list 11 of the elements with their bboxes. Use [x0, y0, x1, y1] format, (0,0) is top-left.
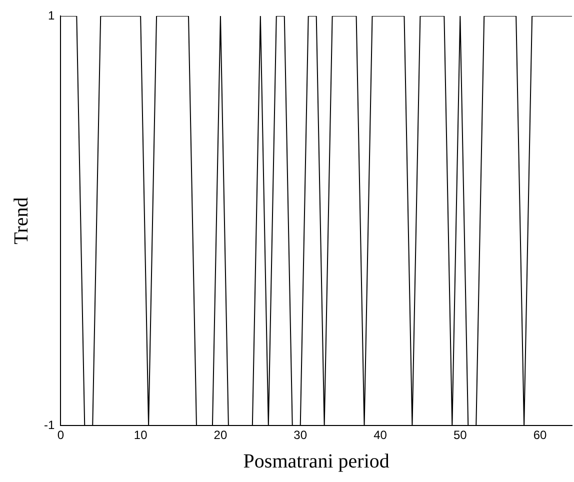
x-tick-label: 10 — [134, 428, 148, 442]
x-tick-label: 0 — [57, 428, 64, 442]
x-tick-label: 50 — [453, 428, 468, 442]
x-axis-title: Posmatrani period — [243, 450, 390, 472]
x-tick-label: 20 — [214, 428, 228, 442]
x-tick-label: 30 — [294, 428, 308, 442]
y-tick-label: -1 — [44, 418, 55, 432]
x-tick-label: 60 — [533, 428, 548, 442]
y-tick-label: 1 — [48, 8, 55, 22]
y-axis-title: Trend — [10, 197, 32, 244]
x-tick-label: 40 — [374, 428, 388, 442]
